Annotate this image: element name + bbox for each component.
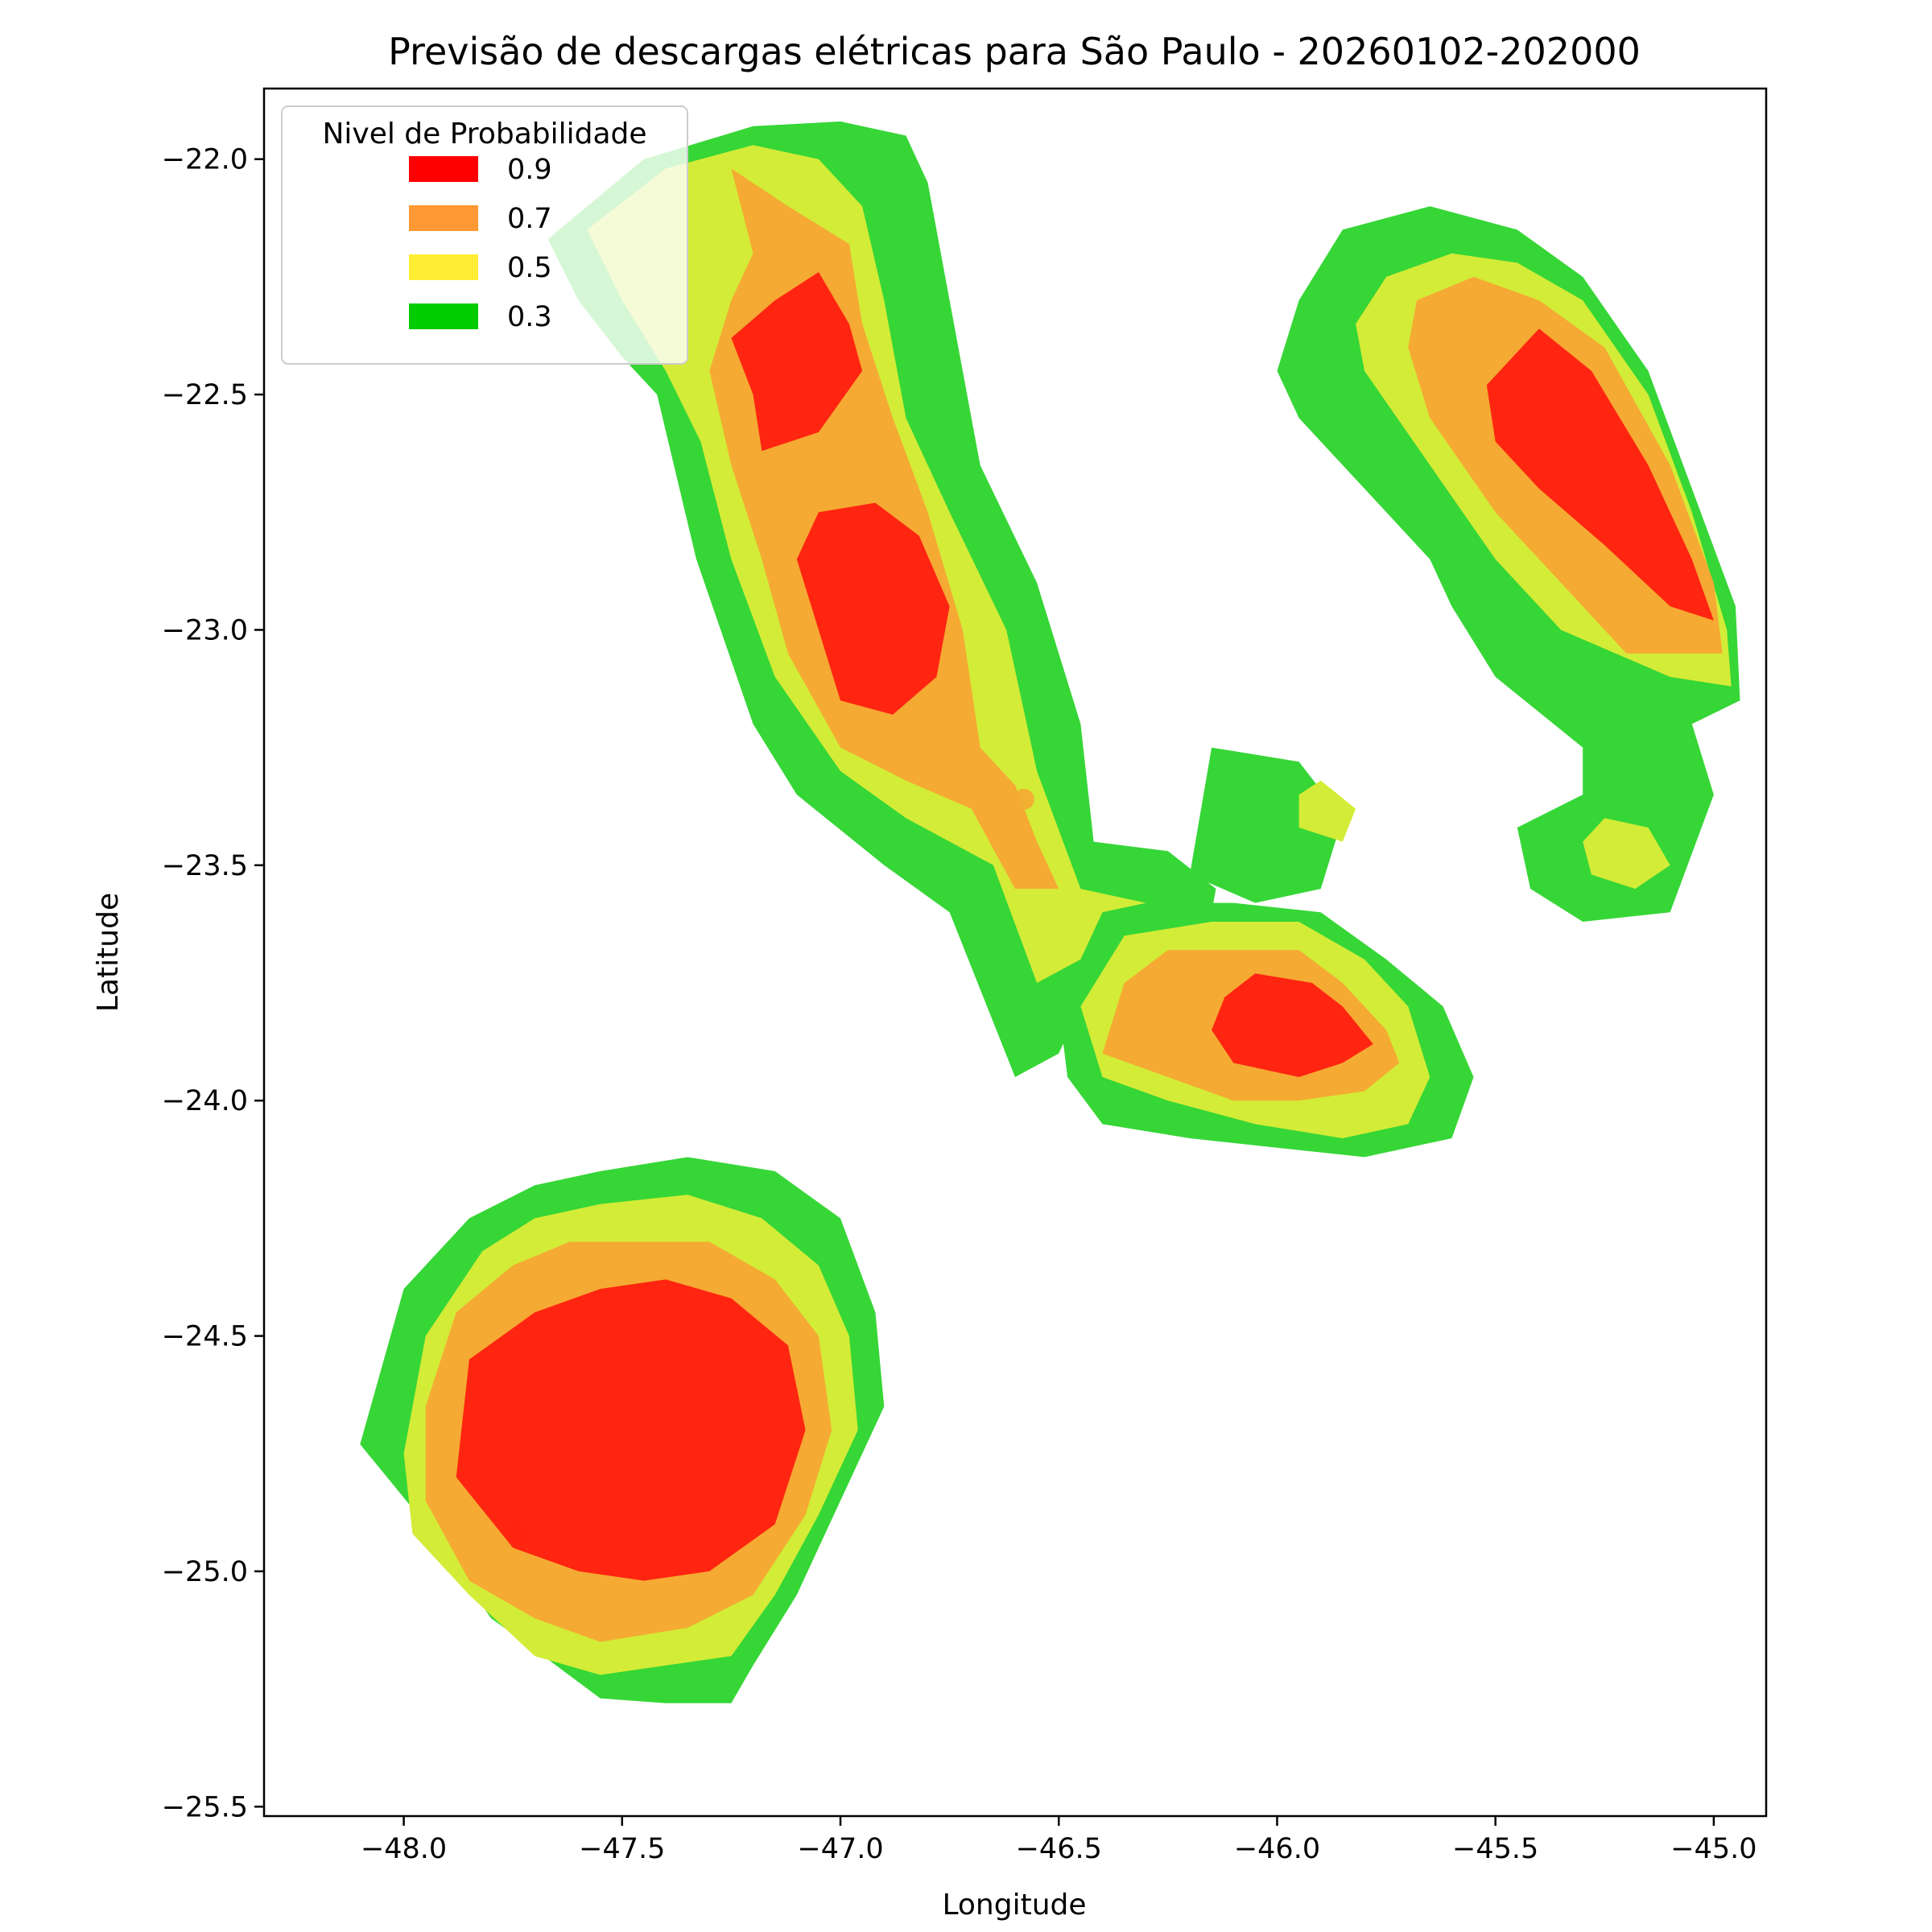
y-tick-label: −22.5 bbox=[162, 379, 248, 411]
y-tick-label: −23.5 bbox=[162, 850, 248, 882]
point-layer bbox=[506, 788, 1034, 1545]
y-tick-label: −22.0 bbox=[162, 144, 248, 176]
legend-box bbox=[281, 105, 688, 365]
x-axis-label: Longitude bbox=[942, 1889, 1086, 1922]
southwest-cell bbox=[360, 1157, 885, 1703]
data-point bbox=[506, 1523, 528, 1545]
northeast-cell bbox=[1277, 206, 1740, 922]
contour-level-0-9 bbox=[456, 1279, 806, 1581]
contour-level-0-9 bbox=[796, 502, 950, 715]
contour-level-0-9 bbox=[1486, 328, 1714, 621]
x-tick-label: −46.0 bbox=[1234, 1833, 1320, 1865]
legend-label: 0.3 bbox=[507, 301, 552, 333]
legend-swatch bbox=[409, 254, 478, 280]
legend-label: 0.7 bbox=[507, 203, 552, 235]
contour-level-0-5 bbox=[1583, 818, 1670, 890]
contour-level-0-9 bbox=[1212, 973, 1373, 1077]
legend-label: 0.5 bbox=[507, 252, 552, 284]
x-axis: −48.0 −47.5 −47.0 −46.5 −46.0 −45.5 −45.0 bbox=[361, 1816, 1757, 1865]
y-tick-label: −24.5 bbox=[162, 1321, 248, 1353]
x-tick-label: −45.0 bbox=[1670, 1833, 1757, 1865]
y-tick-label: −23.0 bbox=[162, 614, 248, 646]
center-cell bbox=[1059, 747, 1474, 1158]
plot-area bbox=[360, 121, 1740, 1703]
x-tick-label: −46.5 bbox=[1016, 1833, 1102, 1865]
data-point bbox=[1013, 788, 1034, 810]
y-axis: −22.0 −22.5 −23.0 −23.5 −24.0 −24.5 −25.0 −25.5 bbox=[162, 144, 264, 1823]
y-tick-label: −25.5 bbox=[162, 1791, 248, 1823]
contour-layer bbox=[360, 121, 1740, 1703]
legend-swatch bbox=[409, 156, 478, 182]
y-axis-label: Latitude bbox=[92, 893, 125, 1012]
legend-title: Nivel de Probabilidade bbox=[322, 118, 646, 151]
x-tick-label: −45.5 bbox=[1452, 1833, 1538, 1865]
legend-entries: 0.9 0.7 0.5 0.3 bbox=[409, 154, 552, 333]
chart-title: Previsão de descargas elétricas para São… bbox=[388, 30, 1641, 73]
x-tick-label: −47.5 bbox=[579, 1833, 665, 1865]
x-tick-label: −48.0 bbox=[361, 1833, 447, 1865]
plot-frame bbox=[262, 87, 1768, 1818]
y-tick-label: −24.0 bbox=[162, 1085, 248, 1117]
contour-level-0-5 bbox=[1298, 780, 1356, 842]
y-tick-label: −25.0 bbox=[162, 1556, 248, 1588]
legend-swatch bbox=[409, 205, 478, 231]
legend: Nivel de Probabilidade 0.9 0.7 0.5 0.3 bbox=[281, 105, 688, 365]
northwest-cell bbox=[547, 121, 1216, 1077]
legend-swatch bbox=[409, 303, 478, 329]
contour-level-0-3 bbox=[1190, 747, 1343, 903]
legend-label: 0.9 bbox=[507, 154, 552, 186]
x-tick-label: −47.0 bbox=[797, 1833, 883, 1865]
contour-level-0-9 bbox=[731, 272, 863, 452]
